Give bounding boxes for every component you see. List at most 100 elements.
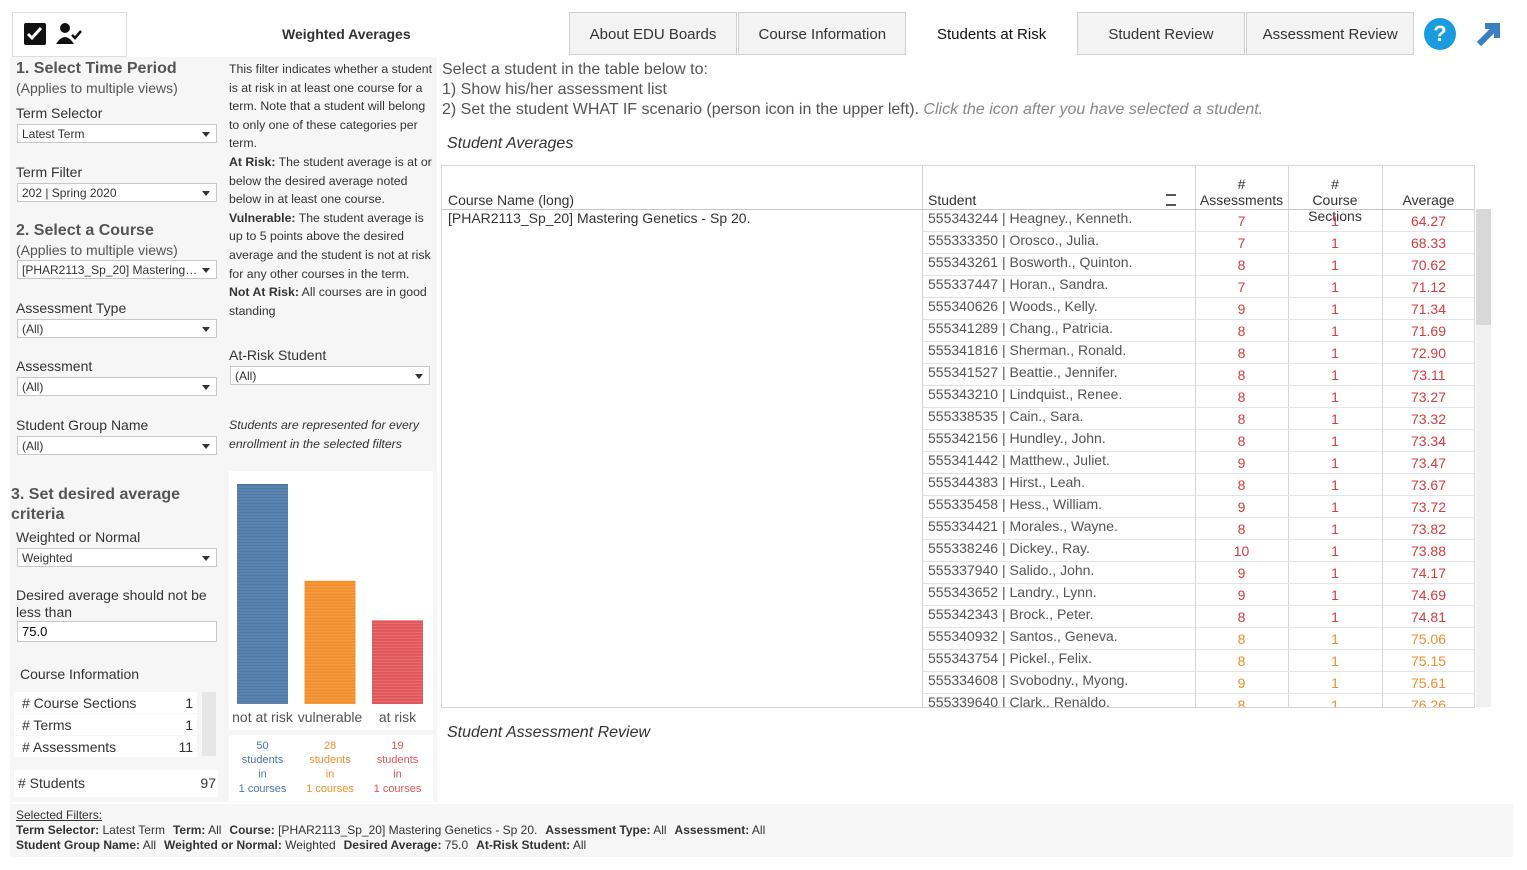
average-cell: 73.88 bbox=[1410, 543, 1447, 559]
average-cell: 73.67 bbox=[1410, 477, 1447, 493]
student-cell: 555343244 | Heagney., Kenneth. bbox=[928, 210, 1133, 226]
assessments-cell: 9 bbox=[1237, 587, 1246, 603]
average-cell: 76.26 bbox=[1410, 697, 1447, 708]
info-row: # Course Sections 1 bbox=[14, 692, 197, 713]
risk-chart: not at risk 50 students in 1 courses vulnerab… bbox=[229, 471, 433, 801]
table-row[interactable]: 555343210 | Lindquist., Renee. 8 1 73.27 bbox=[442, 386, 1474, 408]
sections-cell: 1 bbox=[1331, 235, 1339, 251]
table-row[interactable]: 555335458 | Hess., William. 9 1 73.72 bbox=[442, 496, 1474, 518]
instruction-text: 2) Set the student WHAT IF scenario (per… bbox=[442, 101, 919, 118]
count-label: 28 bbox=[324, 740, 336, 752]
students-row: # Students 97 bbox=[14, 770, 218, 797]
sort-icon[interactable] bbox=[1166, 194, 1176, 206]
table-row[interactable]: 555341527 | Beattie., Jennifer. 8 1 73.11 bbox=[442, 364, 1474, 386]
filter-name: Weighted or Normal: bbox=[164, 838, 282, 852]
info-value: 11 bbox=[178, 739, 193, 755]
dropdown[interactable]: Weighted bbox=[17, 548, 217, 567]
instruction-text: Select a student in the table below to: bbox=[442, 61, 708, 78]
assessments-cell: 7 bbox=[1237, 213, 1246, 229]
table-row[interactable]: 555342156 | Hundley., John. 8 1 73.34 bbox=[442, 430, 1474, 452]
dropdown[interactable]: [PHAR2113_Sp_20] Mastering… bbox=[17, 260, 217, 279]
scrollbar[interactable] bbox=[202, 692, 216, 756]
column-divider bbox=[1382, 166, 1383, 707]
description-paragraph: Not At Risk: All courses are in good sta… bbox=[229, 283, 433, 320]
student-cell: 555334421 | Morales., Wayne. bbox=[928, 518, 1118, 534]
assessments-cell: 8 bbox=[1237, 389, 1246, 405]
instruction-line: Select a student in the table below to: bbox=[442, 60, 1263, 80]
caption-label: students bbox=[309, 754, 351, 766]
dropdown[interactable]: (All) bbox=[230, 366, 430, 385]
table-row[interactable]: 555343652 | Landry., Lynn. 9 1 74.69 bbox=[442, 584, 1474, 606]
table-row[interactable]: 555340626 | Woods., Kelly. 9 1 71.34 bbox=[442, 298, 1474, 320]
header-icons[interactable]: ? bbox=[1422, 16, 1512, 52]
average-cell: 71.34 bbox=[1410, 301, 1447, 317]
note: Students are represented for every enrol… bbox=[229, 418, 420, 451]
average-cell: 73.34 bbox=[1410, 433, 1447, 449]
table-row[interactable]: 555341816 | Sherman., Ronald. 8 1 72.90 bbox=[442, 342, 1474, 364]
instruction-line: 1) Show his/her assessment list bbox=[442, 80, 1263, 100]
info-label: # Students bbox=[18, 775, 85, 791]
description: This filter indicates whether a student … bbox=[229, 60, 433, 320]
assessments-cell: 8 bbox=[1237, 411, 1246, 427]
table-row[interactable]: 555339640 | Clark., Renaldo. 8 1 76.26 bbox=[442, 694, 1474, 708]
column-header: # Assessments bbox=[1199, 176, 1284, 208]
table-row[interactable]: 555333350 | Orosco., Julia. 7 1 68.33 bbox=[442, 232, 1474, 254]
row-divider bbox=[922, 407, 1474, 408]
sections-cell: 1 bbox=[1331, 521, 1339, 537]
tab[interactable]: Course Information bbox=[738, 12, 907, 55]
table-row[interactable]: 555344383 | Hirst., Leah. 8 1 73.67 bbox=[442, 474, 1474, 496]
column-divider bbox=[1288, 166, 1289, 707]
tab[interactable]: Students at Risk bbox=[907, 12, 1076, 55]
student-cell: 555341816 | Sherman., Ronald. bbox=[928, 342, 1127, 358]
dropdown[interactable]: (All) bbox=[17, 319, 217, 338]
instruction-hint: Click the icon after you have selected a… bbox=[918, 101, 1264, 118]
table-row[interactable]: 555343244 | Heagney., Kenneth. 7 1 64.27 bbox=[442, 210, 1474, 232]
table-row[interactable]: 555342343 | Brock., Peter. 8 1 74.81 bbox=[442, 606, 1474, 628]
scrollbar[interactable] bbox=[1476, 209, 1491, 707]
row-divider bbox=[922, 583, 1474, 584]
average-cell: 64.27 bbox=[1410, 213, 1447, 229]
dropdown[interactable]: (All) bbox=[17, 436, 217, 455]
sections-cell: 1 bbox=[1331, 477, 1339, 493]
table-row[interactable]: 555337447 | Horan., Sandra. 7 1 71.12 bbox=[442, 276, 1474, 298]
filter-value: All bbox=[749, 823, 766, 837]
panel-title: Course Information bbox=[20, 666, 140, 682]
table-row[interactable]: 555334421 | Morales., Wayne. 8 1 73.82 bbox=[442, 518, 1474, 540]
row-divider bbox=[922, 517, 1474, 518]
dropdown[interactable]: (All) bbox=[17, 377, 217, 396]
tab[interactable]: About EDU Boards bbox=[569, 12, 737, 55]
dropdown[interactable]: Latest Term bbox=[17, 124, 217, 143]
section-title: 2. Select a Course bbox=[16, 222, 154, 239]
table-row[interactable]: 555341442 | Matthew., Juliet. 9 1 73.47 bbox=[442, 452, 1474, 474]
sections-cell: 1 bbox=[1331, 653, 1339, 669]
tab[interactable]: Student Review bbox=[1076, 12, 1245, 55]
assessments-cell: 8 bbox=[1237, 367, 1246, 383]
table-row[interactable]: 555341289 | Chang., Patricia. 8 1 71.69 bbox=[442, 320, 1474, 342]
table-row[interactable]: 555343261 | Bosworth., Quinton. 8 1 70.62 bbox=[442, 254, 1474, 276]
tab[interactable]: Assessment Review bbox=[1246, 12, 1415, 55]
instruction-line: 2) Set the student WHAT IF scenario (per… bbox=[442, 100, 1263, 120]
table-row[interactable]: 555334608 | Svobodny., Myong. 9 1 75.61 bbox=[442, 672, 1474, 694]
dropdown[interactable]: 202 | Spring 2020 bbox=[17, 183, 217, 202]
assessments-cell: 7 bbox=[1237, 279, 1246, 295]
caption-label: students bbox=[377, 754, 419, 766]
table-row[interactable]: 555338535 | Cain., Sara. 8 1 73.32 bbox=[442, 408, 1474, 430]
student-cell: 555340626 | Woods., Kelly. bbox=[928, 298, 1098, 314]
svg-text:?: ? bbox=[1433, 21, 1446, 46]
student-cell: 555338535 | Cain., Sara. bbox=[928, 408, 1084, 424]
description-term: Vulnerable: bbox=[229, 210, 296, 225]
text-input[interactable]: 75.0 bbox=[17, 621, 217, 642]
table-row[interactable]: 555340932 | Santos., Geneva. 8 1 75.06 bbox=[442, 628, 1474, 650]
sections-cell: 1 bbox=[1331, 257, 1339, 273]
bar bbox=[304, 580, 356, 704]
sections-cell: 1 bbox=[1331, 697, 1339, 708]
student-cell: 555341289 | Chang., Patricia. bbox=[928, 320, 1113, 336]
toolbar-icons[interactable] bbox=[13, 13, 126, 56]
row-divider bbox=[922, 319, 1474, 320]
table-row[interactable]: 555343754 | Pickel., Felix. 8 1 75.15 bbox=[442, 650, 1474, 672]
table-row[interactable]: 555338246 | Dickey., Ray. 10 1 73.88 bbox=[442, 540, 1474, 562]
filter-name: At-Risk Student: bbox=[476, 838, 571, 852]
table-row[interactable]: 555337940 | Salido., John. 9 1 74.17 bbox=[442, 562, 1474, 584]
filter-value: Weighted bbox=[281, 838, 336, 852]
